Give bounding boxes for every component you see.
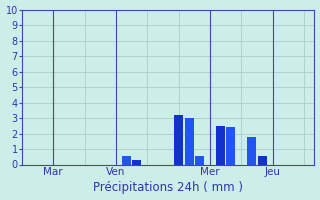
Bar [195, 156, 204, 164]
Bar [132, 160, 141, 164]
Bar [185, 118, 194, 164]
Bar [122, 156, 131, 164]
Bar [247, 137, 256, 164]
Bar [216, 126, 225, 164]
Bar [258, 156, 267, 164]
Bar [227, 127, 235, 164]
Bar [174, 115, 183, 164]
X-axis label: Précipitations 24h ( mm ): Précipitations 24h ( mm ) [93, 181, 243, 194]
